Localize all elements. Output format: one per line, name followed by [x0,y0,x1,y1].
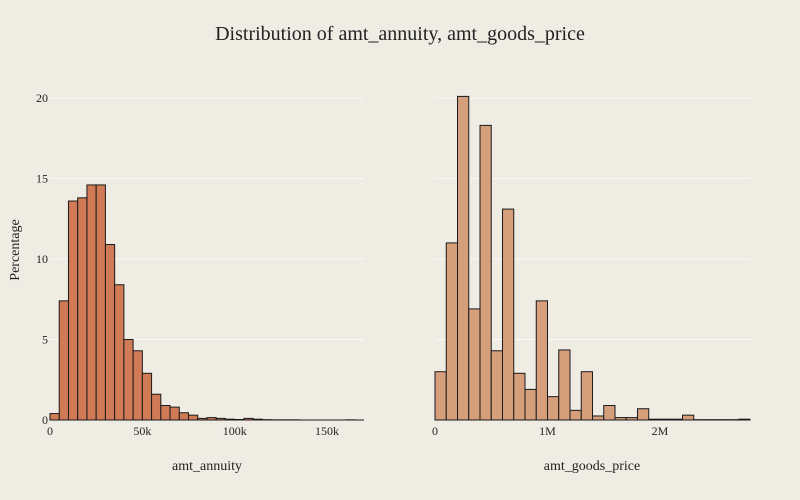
histogram-bar [67,200,79,421]
histogram-bar [104,244,116,421]
panel-left: 0 5 10 15 20 0 50k 100k 150k amt_annuity [36,91,364,474]
x-tick-label: 50k [133,424,151,438]
histogram-bar [224,418,236,421]
y-axis-label: Percentage [8,219,23,280]
x-axis-label-left: amt_annuity [172,459,242,474]
histogram-bar [132,350,143,421]
histogram-bar [670,418,683,421]
x-tick-label: 0 [432,424,438,438]
histogram-bar [457,95,470,421]
histogram-bar [569,409,582,421]
x-tick-label: 2M [652,424,669,438]
histogram-bar [95,184,106,421]
histogram-bar [206,417,217,421]
histogram-bar [468,308,481,421]
histogram-bar [434,371,447,421]
histogram-bar [141,372,153,421]
histogram-bar [123,339,134,421]
x-tick-label: 150k [315,424,339,438]
histogram-bar [580,371,593,421]
panel-left-bars [49,184,356,421]
histogram-bar [58,300,69,421]
histogram-bar [682,414,695,421]
histogram-bar [558,349,571,421]
histogram-bar [243,417,254,421]
panel-right-x-ticks: 0 1M 2M [432,424,669,438]
histogram-bar [738,418,751,421]
x-tick-label: 0 [47,424,53,438]
histogram-bar [603,405,616,421]
x-tick-label: 1M [539,424,556,438]
histogram-bar [169,406,180,421]
histogram-bar [547,396,560,421]
histogram-bar [614,417,627,421]
histogram-bar [86,184,97,421]
panel-right-bars [434,95,751,421]
histogram-bar [524,388,537,421]
histogram-bar [77,197,88,421]
histogram-bar [490,350,503,421]
panel-right: 0 1M 2M amt_goods_price [432,95,751,474]
histogram-bar [502,208,515,421]
histogram-bar [188,414,199,421]
histogram-bar [252,418,263,421]
histogram-bar [659,418,672,421]
histogram-bar [513,372,526,421]
histogram-bar [215,417,226,421]
histogram-bar [49,413,60,421]
histogram-bar [178,412,190,421]
y-tick-label: 5 [42,333,48,347]
y-tick-label: 0 [42,413,48,427]
panel-left-y-ticks: 0 5 10 15 20 [36,91,48,427]
histogram-bar [160,405,171,421]
histogram-bar [535,300,548,421]
histogram-bar [637,408,650,421]
histogram-bar [197,417,208,421]
panel-left-x-ticks: 0 50k 100k 150k [47,424,339,438]
chart-title: Distribution of amt_annuity, amt_goods_p… [215,23,585,45]
x-tick-label: 100k [223,424,247,438]
histogram-bar [648,418,661,421]
histogram-bar [151,393,162,421]
y-tick-label: 15 [36,172,48,186]
histogram-bar [445,242,458,421]
histogram-bar [625,417,638,421]
histogram-bar [479,124,492,421]
y-tick-label: 10 [36,252,48,266]
histogram-bar [114,284,125,421]
x-axis-label-right: amt_goods_price [544,459,640,474]
y-tick-label: 20 [36,91,48,105]
histogram-bar [592,415,605,421]
